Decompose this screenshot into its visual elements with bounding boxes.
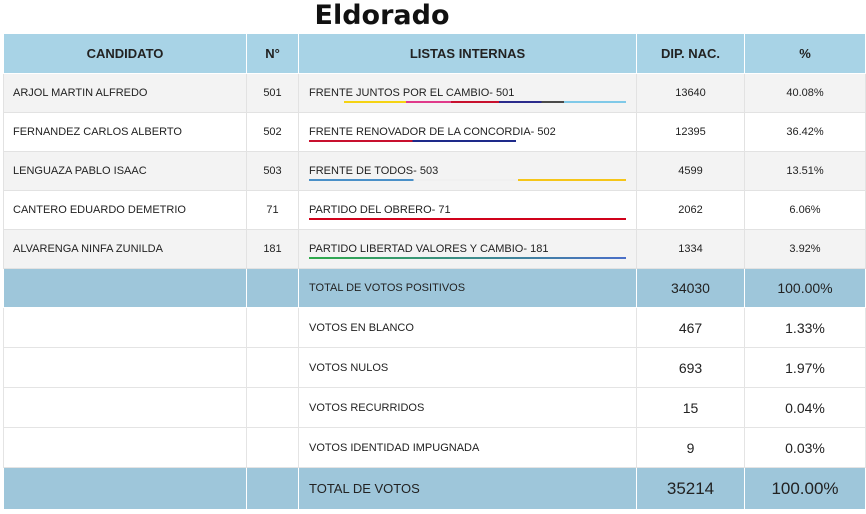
title-text: Eldorado — [314, 0, 450, 31]
summary-votes: 9 — [636, 427, 745, 468]
vote-percent: 40.08% — [744, 73, 866, 113]
header-numero: N° — [246, 33, 299, 74]
party-color-stripe — [309, 179, 626, 181]
vote-percent: 3.92% — [744, 229, 866, 269]
summary-label: VOTOS NULOS — [298, 347, 637, 388]
table-row: CANTERO EDUARDO DEMETRIO 71 PARTIDO DEL … — [3, 190, 866, 230]
summary-label: VOTOS IDENTIDAD IMPUGNADA — [298, 427, 637, 468]
empty-cell — [3, 347, 247, 388]
header-dip-nac: DIP. NAC. — [636, 33, 745, 74]
final-total-percent: 100.00% — [744, 467, 866, 510]
list-name-cell: PARTIDO LIBERTAD VALORES Y CAMBIO- 181 — [298, 229, 637, 269]
header-candidato: CANDIDATO — [3, 33, 247, 74]
empty-cell — [3, 387, 247, 428]
party-color-stripe — [309, 218, 626, 220]
summary-votes: 693 — [636, 347, 745, 388]
vote-count: 1334 — [636, 229, 745, 269]
candidate-name: CANTERO EDUARDO DEMETRIO — [3, 190, 247, 230]
vote-count: 4599 — [636, 151, 745, 191]
empty-cell — [3, 467, 247, 510]
candidate-name: ARJOL MARTIN ALFREDO — [3, 73, 247, 113]
empty-cell — [246, 307, 299, 348]
list-name-cell: FRENTE RENOVADOR DE LA CONCORDIA- 502 — [298, 112, 637, 152]
candidate-name: FERNANDEZ CARLOS ALBERTO — [3, 112, 247, 152]
vote-count: 12395 — [636, 112, 745, 152]
table-row: LENGUAZA PABLO ISAAC 503 FRENTE DE TODOS… — [3, 151, 866, 191]
empty-cell — [246, 268, 299, 308]
table-row: ALVARENGA NINFA ZUNILDA 181 PARTIDO LIBE… — [3, 229, 866, 269]
vote-percent: 6.06% — [744, 190, 866, 230]
final-total-row: TOTAL DE VOTOS 35214 100.00% — [3, 467, 866, 510]
table-row: FERNANDEZ CARLOS ALBERTO 502 FRENTE RENO… — [3, 112, 866, 152]
party-color-stripe — [344, 101, 626, 103]
list-name: PARTIDO DEL OBRERO- 71 — [309, 204, 451, 216]
list-name-cell: PARTIDO DEL OBRERO- 71 — [298, 190, 637, 230]
empty-cell — [3, 427, 247, 468]
page-title: Eldorado — [0, 0, 866, 32]
summary-row: VOTOS IDENTIDAD IMPUGNADA 9 0.03% — [3, 427, 866, 468]
summary-percent: 1.33% — [744, 307, 866, 348]
vote-count: 2062 — [636, 190, 745, 230]
party-color-stripe — [309, 140, 516, 142]
header-row: CANDIDATO N° LISTAS INTERNAS DIP. NAC. % — [3, 33, 866, 74]
candidate-name: LENGUAZA PABLO ISAAC — [3, 151, 247, 191]
list-name-cell: FRENTE DE TODOS- 503 — [298, 151, 637, 191]
total-votes: 34030 — [636, 268, 745, 308]
list-number: 503 — [246, 151, 299, 191]
summary-percent: 1.97% — [744, 347, 866, 388]
vote-percent: 36.42% — [744, 112, 866, 152]
empty-cell — [3, 307, 247, 348]
list-number: 502 — [246, 112, 299, 152]
candidate-name: ALVARENGA NINFA ZUNILDA — [3, 229, 247, 269]
empty-cell — [246, 467, 299, 510]
list-name: FRENTE JUNTOS POR EL CAMBIO- 501 — [309, 87, 515, 99]
vote-percent: 13.51% — [744, 151, 866, 191]
final-total-label: TOTAL DE VOTOS — [298, 467, 637, 510]
total-label: TOTAL DE VOTOS POSITIVOS — [298, 268, 637, 308]
list-name: FRENTE DE TODOS- 503 — [309, 165, 439, 177]
summary-percent: 0.04% — [744, 387, 866, 428]
list-name: FRENTE RENOVADOR DE LA CONCORDIA- 502 — [309, 126, 556, 138]
empty-cell — [3, 268, 247, 308]
summary-row: VOTOS NULOS 693 1.97% — [3, 347, 866, 388]
list-name-cell: FRENTE JUNTOS POR EL CAMBIO- 501 — [298, 73, 637, 113]
total-percent: 100.00% — [744, 268, 866, 308]
summary-row: VOTOS EN BLANCO 467 1.33% — [3, 307, 866, 348]
summary-row: VOTOS RECURRIDOS 15 0.04% — [3, 387, 866, 428]
empty-cell — [246, 387, 299, 428]
vote-count: 13640 — [636, 73, 745, 113]
list-number: 181 — [246, 229, 299, 269]
header-listas: LISTAS INTERNAS — [298, 33, 637, 74]
results-table: CANDIDATO N° LISTAS INTERNAS DIP. NAC. %… — [3, 33, 866, 510]
final-total-votes: 35214 — [636, 467, 745, 510]
positive-votes-row: TOTAL DE VOTOS POSITIVOS 34030 100.00% — [3, 268, 866, 308]
list-name: PARTIDO LIBERTAD VALORES Y CAMBIO- 181 — [309, 243, 549, 255]
summary-label: VOTOS EN BLANCO — [298, 307, 637, 348]
table-row: ARJOL MARTIN ALFREDO 501 FRENTE JUNTOS P… — [3, 73, 866, 113]
empty-cell — [246, 427, 299, 468]
party-color-stripe — [309, 257, 626, 259]
summary-votes: 467 — [636, 307, 745, 348]
summary-label: VOTOS RECURRIDOS — [298, 387, 637, 428]
list-number: 501 — [246, 73, 299, 113]
empty-cell — [246, 347, 299, 388]
header-pct: % — [744, 33, 866, 74]
summary-percent: 0.03% — [744, 427, 866, 468]
summary-votes: 15 — [636, 387, 745, 428]
list-number: 71 — [246, 190, 299, 230]
